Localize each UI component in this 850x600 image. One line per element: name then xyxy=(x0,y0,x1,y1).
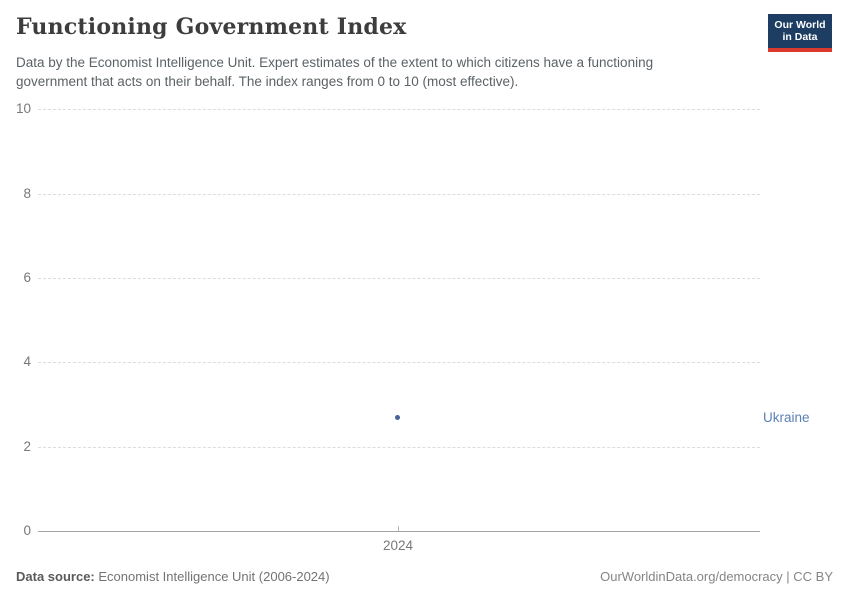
page-title: Functioning Government Index xyxy=(16,14,407,40)
data-source-text: Economist Intelligence Unit (2006-2024) xyxy=(94,569,330,584)
data-point-ukraine-2024[interactable] xyxy=(395,415,400,420)
y-tick-label-6: 6 xyxy=(23,270,31,285)
x-tick-label-2024: 2024 xyxy=(382,538,414,553)
credit-link[interactable]: OurWorldinData.org/democracy | CC BY xyxy=(600,569,833,584)
chart-subtitle: Data by the Economist Intelligence Unit.… xyxy=(16,53,746,91)
chart-subtitle-line2: government that acts on their behalf. Th… xyxy=(16,74,519,89)
y-tick-label-0: 0 xyxy=(23,523,31,538)
y-tick-label-10: 10 xyxy=(15,101,31,116)
owid-logo-line2: in Data xyxy=(782,31,818,43)
owid-logo-line1: Our World xyxy=(774,19,826,31)
gridline-2 xyxy=(38,447,760,448)
y-tick-label-2: 2 xyxy=(23,439,31,454)
data-source-label: Data source: xyxy=(16,569,95,584)
gridline-4 xyxy=(38,362,760,363)
owid-logo[interactable]: Our World in Data xyxy=(768,14,832,52)
y-tick-label-8: 8 xyxy=(23,186,31,201)
data-source-note: Data source: Economist Intelligence Unit… xyxy=(16,569,330,584)
gridline-6 xyxy=(38,278,760,279)
chart-subtitle-line1: Data by the Economist Intelligence Unit.… xyxy=(16,55,654,70)
entity-label-ukraine[interactable]: Ukraine xyxy=(763,410,810,425)
gridline-10 xyxy=(38,109,760,110)
x-tick-mark-2024 xyxy=(398,526,399,531)
y-tick-label-4: 4 xyxy=(23,354,31,369)
gridline-8 xyxy=(38,194,760,195)
x-axis-line xyxy=(38,531,760,532)
